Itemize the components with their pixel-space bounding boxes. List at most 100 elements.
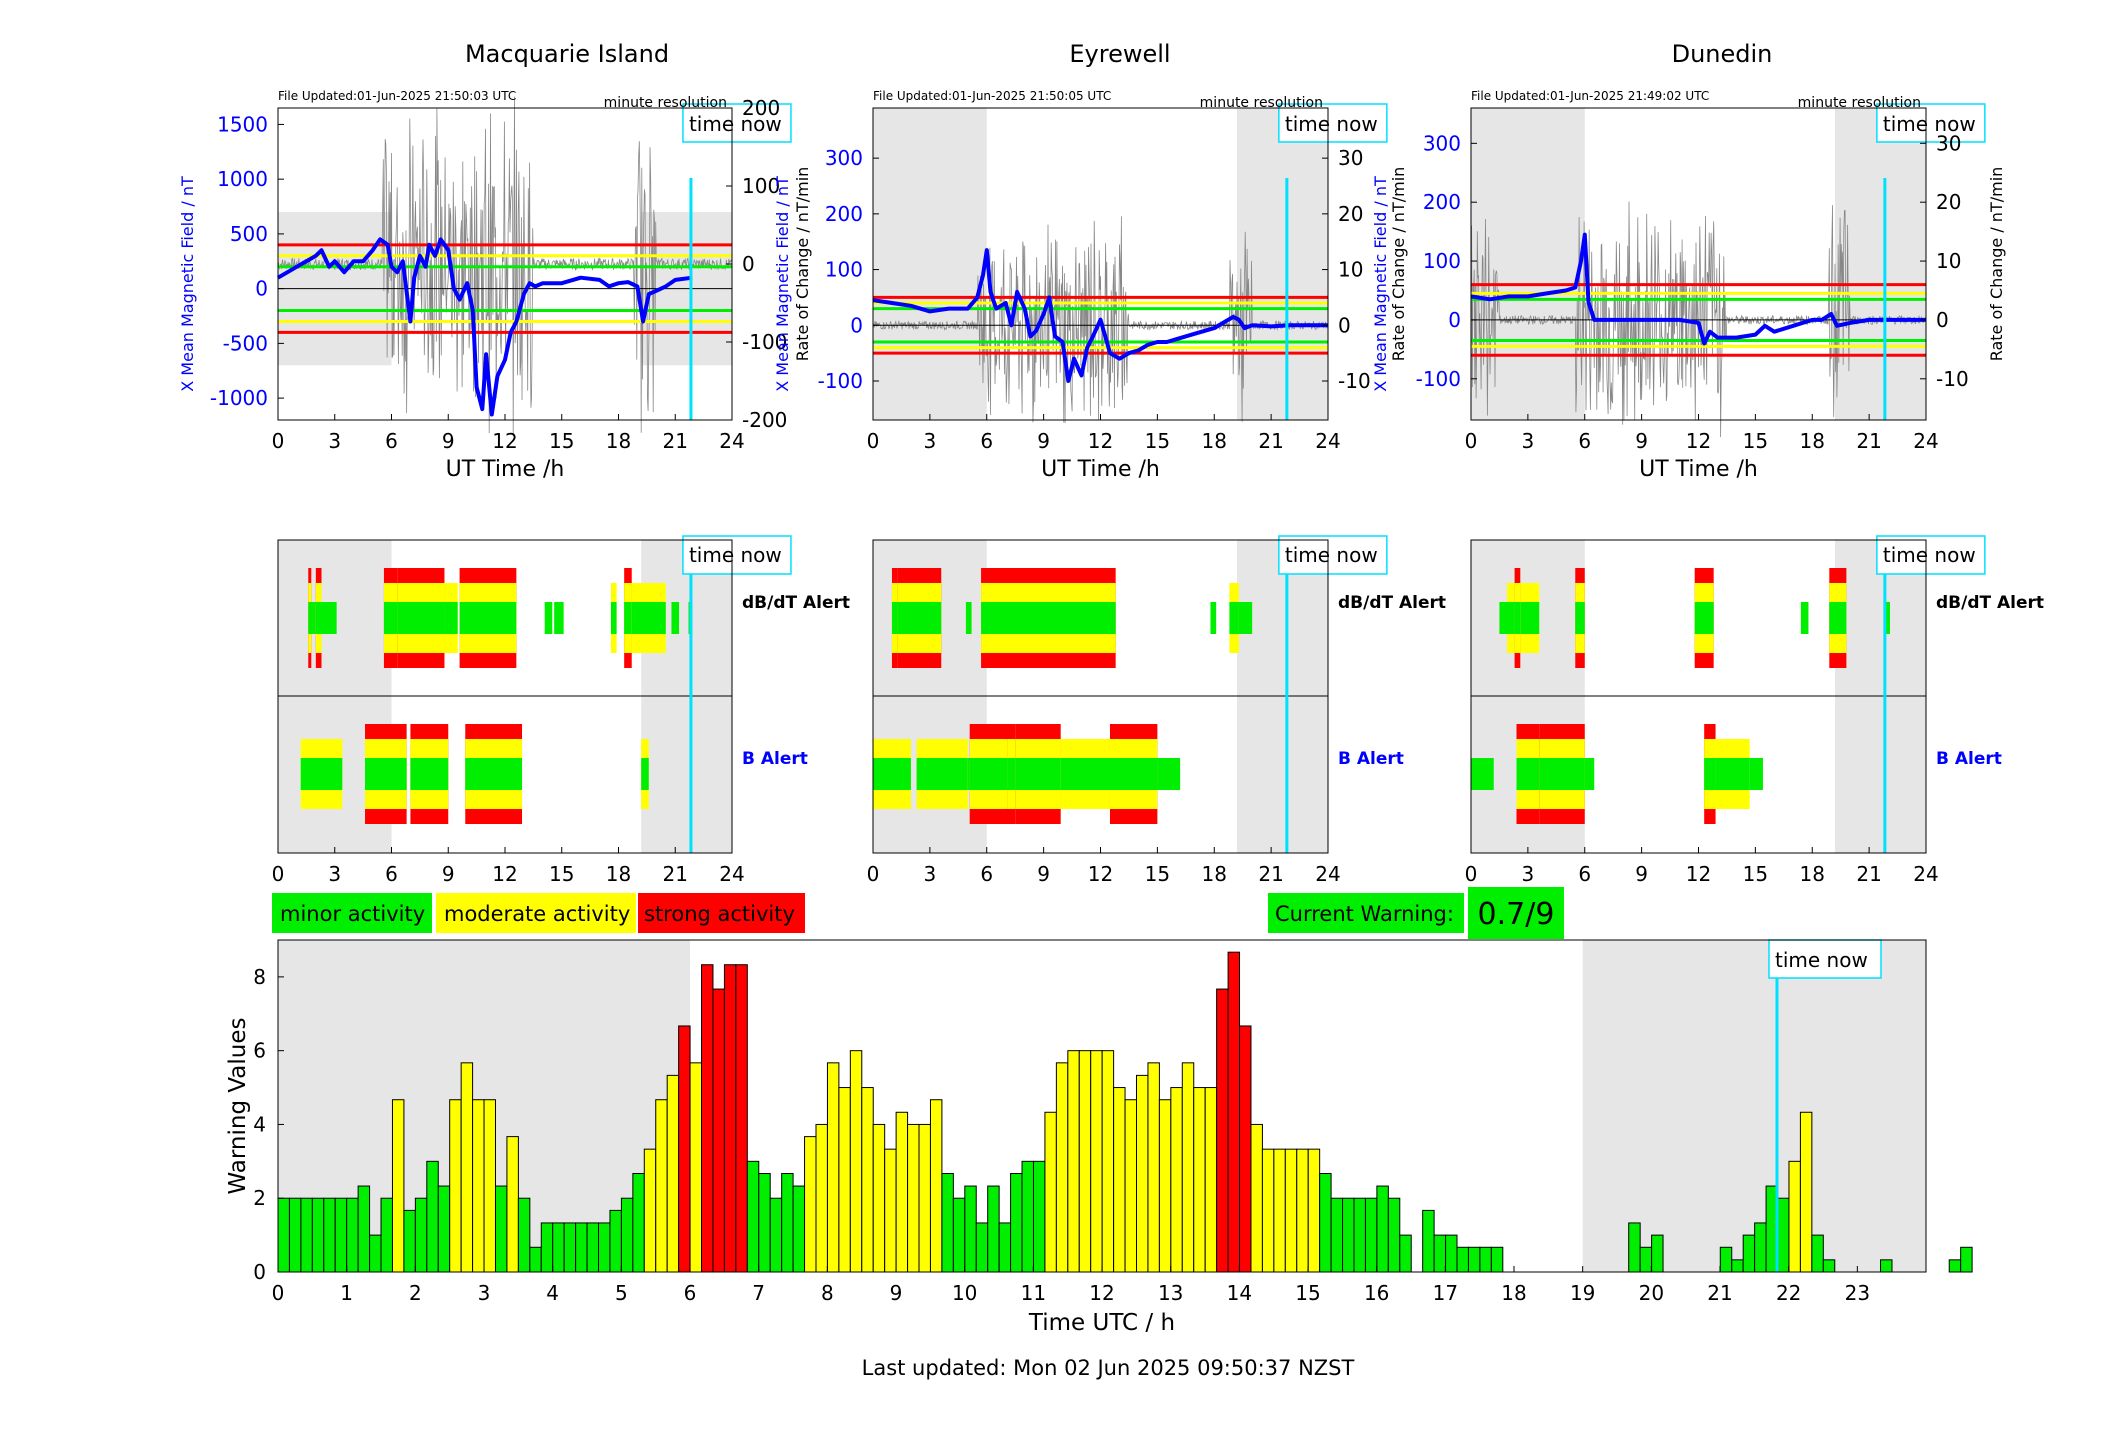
file-updated-label: File Updated:01-Jun-2025 21:49:02 UTC [1471, 89, 1709, 103]
warning-bar [769, 1197, 783, 1273]
alert-minor-bar [544, 602, 553, 634]
warning-bar [311, 1197, 325, 1273]
warning-bar [1032, 1160, 1046, 1273]
right-tick-label: 100 [742, 174, 780, 198]
alert-panel-2: time now dB/dT Alert B Alert 0 3 6 9 12 15 18 21 24 [1465, 535, 2044, 886]
warning-bar [529, 1246, 542, 1273]
warning-bar [1719, 1246, 1733, 1273]
x-tick-label: 12 [492, 862, 517, 886]
warning-bar [1284, 1148, 1298, 1273]
x-tick-label: 3 [328, 862, 341, 886]
warning-bar [1467, 1246, 1481, 1273]
x-tick-label: 2 [409, 1281, 422, 1305]
warning-bar [826, 1062, 840, 1273]
alert-minor-bar [410, 758, 449, 790]
warning-bar [964, 1185, 977, 1273]
x-tick-label: 15 [549, 862, 574, 886]
x-tick-label: 22 [1776, 1281, 1801, 1305]
x-tick-label: 24 [719, 862, 744, 886]
warning-bar [1445, 1234, 1458, 1273]
alert-minor-bar [873, 758, 911, 790]
x-tick-label: 9 [1037, 429, 1050, 453]
right-tick-label: -10 [1936, 367, 1969, 391]
x-tick-label: 21 [1856, 862, 1881, 886]
warning-bar [1113, 1087, 1126, 1273]
b-alert-label: B Alert [1936, 749, 2002, 769]
alert-minor-bar [1210, 602, 1217, 634]
alert-minor-bar [444, 602, 458, 634]
x-tick-label: 9 [1635, 429, 1648, 453]
b-field-trace [276, 237, 693, 417]
right-tick-label: 0 [1936, 308, 1949, 332]
y-tick-label: 2 [253, 1186, 266, 1210]
x-axis-label: UT Time /h [446, 457, 565, 482]
alert-minor-bar [1007, 758, 1016, 790]
time-now-box [1278, 103, 1388, 143]
x-tick-label: 9 [1037, 862, 1050, 886]
warning-bar [1639, 1246, 1653, 1273]
warning-bar [884, 1148, 897, 1273]
alert-minor-bar [1715, 758, 1750, 790]
y-tick-label: 4 [253, 1112, 266, 1136]
left-axis-label: X Mean Magnetic Field / nT [1371, 176, 1390, 392]
warning-bar [494, 1185, 508, 1273]
warning-bar [1227, 951, 1241, 1273]
x-tick-label: 8 [821, 1281, 834, 1305]
x-tick-label: 14 [1227, 1281, 1252, 1305]
b-field-trace [872, 248, 1328, 383]
warning-bar [1216, 988, 1229, 1273]
x-tick-label: 15 [549, 429, 574, 453]
resolution-label: minute resolution [1798, 95, 1921, 111]
warning-bar [277, 1197, 290, 1273]
station-panel-0: time now File Updated:01-Jun-2025 21:50:0… [178, 89, 812, 482]
warning-bar [941, 1173, 954, 1273]
warning-bar [334, 1197, 348, 1273]
warning-bar [517, 1197, 531, 1273]
x-tick-label: 3 [478, 1281, 491, 1305]
right-tick-label: 20 [1936, 190, 1961, 214]
warning-bar [758, 1173, 771, 1273]
current-warning-value-box [1468, 887, 1564, 939]
x-tick-label: 9 [890, 1281, 903, 1305]
x-tick-label: 23 [1845, 1281, 1870, 1305]
x-tick-label: 12 [1686, 429, 1711, 453]
right-tick-label: 200 [742, 96, 780, 120]
legend-moderate-label: moderate activity [444, 902, 630, 926]
warning-bar [1124, 1099, 1138, 1273]
x-tick-label: 3 [924, 862, 937, 886]
time-now-box [1278, 535, 1388, 575]
warning-bar [1158, 1099, 1172, 1273]
left-tick-label: 0 [255, 277, 268, 301]
warning-bar [735, 964, 748, 1273]
warning-bar [1799, 1111, 1813, 1273]
y-tick-label: 8 [253, 965, 266, 989]
warning-bar [804, 1136, 817, 1273]
legend-minor-label: minor activity [280, 902, 425, 926]
x-tick-label: 0 [272, 862, 285, 886]
warning-bar [1181, 1062, 1195, 1273]
time-now-label: time now [689, 112, 782, 136]
x-tick-label: 3 [1522, 429, 1535, 453]
warning-bar [1330, 1197, 1344, 1273]
warning-bar [552, 1222, 565, 1273]
right-tick-label: 30 [1338, 146, 1363, 170]
left-tick-label: 100 [825, 258, 863, 282]
alert-panel-1: time now dB/dT Alert B Alert 0 3 6 9 12 15 18 21 24 [867, 535, 1446, 886]
warning-bar [586, 1222, 600, 1273]
alert-minor-bar [1060, 758, 1110, 790]
time-now-label: time now [1883, 112, 1976, 136]
y-tick-label: 0 [253, 1260, 266, 1284]
alert-minor-bar [1584, 758, 1595, 790]
x-tick-label: 6 [980, 429, 993, 453]
warning-bar [1777, 1197, 1790, 1273]
right-tick-label: 30 [1936, 131, 1961, 155]
warning-bar [1044, 1111, 1057, 1273]
x-tick-label: 15 [1295, 1281, 1320, 1305]
x-tick-label: 21 [663, 862, 688, 886]
alert-minor-bar [459, 602, 517, 634]
x-tick-label: 3 [1522, 862, 1535, 886]
warning-bar [609, 1209, 622, 1273]
time-now-box [1876, 103, 1986, 143]
x-tick-label: 6 [980, 862, 993, 886]
